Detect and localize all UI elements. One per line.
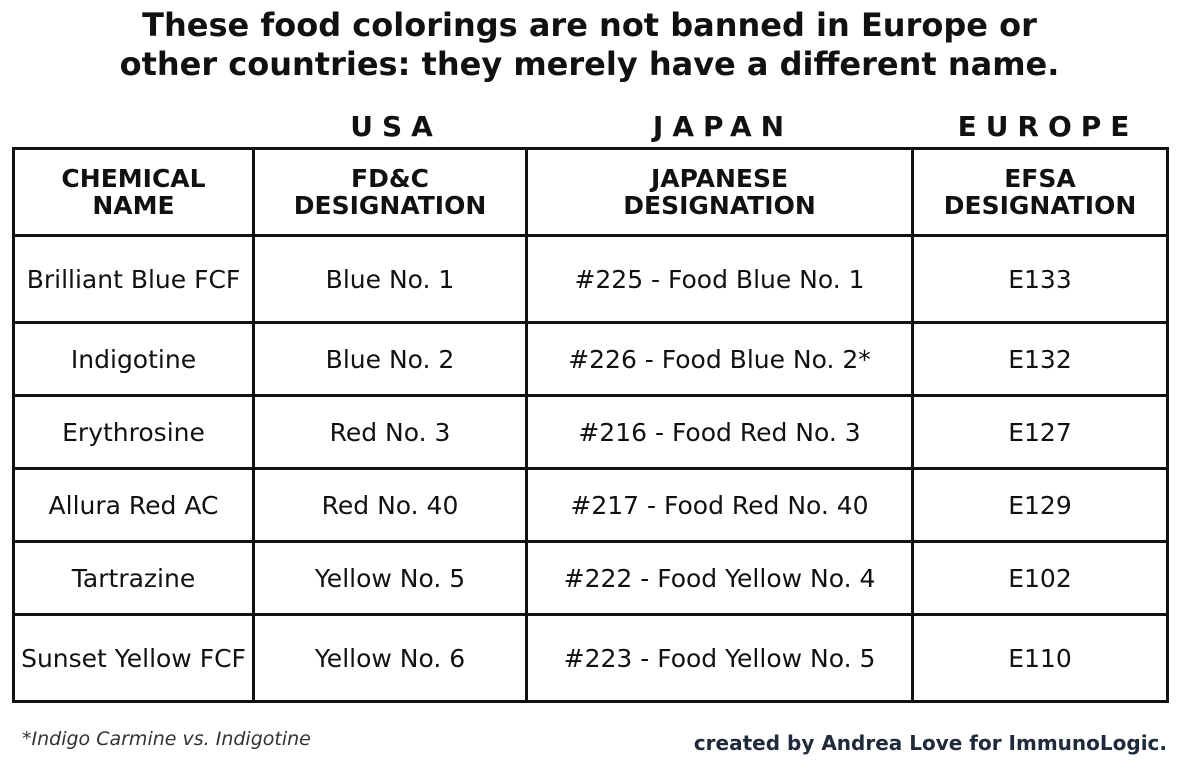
fdc-cell: Blue No. 2 [252, 321, 528, 397]
credit-line: created by Andrea Love for ImmunoLogic. [693, 731, 1167, 755]
fdc-cell: Yellow No. 5 [252, 540, 528, 616]
header-japanese-designation: JAPANESE DESIGNATION [525, 147, 914, 237]
fdc-cell: Blue No. 1 [252, 234, 528, 324]
efsa-cell: E110 [911, 613, 1169, 703]
header-fdc-designation: FD&C DESIGNATION [252, 147, 528, 237]
table-row: Sunset Yellow FCF Yellow No. 6 #223 - Fo… [12, 613, 1169, 703]
chemical-name-cell: Sunset Yellow FCF [12, 613, 255, 703]
title-line-1: These food colorings are not banned in E… [142, 6, 1037, 44]
fdc-cell: Red No. 40 [252, 467, 528, 543]
chemical-name-cell: Erythrosine [12, 394, 255, 470]
chemical-name-cell: Tartrazine [12, 540, 255, 616]
food-coloring-table: CHEMICAL NAME FD&C DESIGNATION JAPANESE … [12, 147, 1169, 703]
country-label-japan: JAPAN [652, 110, 794, 143]
chemical-name-cell: Indigotine [12, 321, 255, 397]
page-title: These food colorings are not banned in E… [0, 6, 1179, 84]
header-efsa-designation: EFSA DESIGNATION [911, 147, 1169, 237]
efsa-cell: E129 [911, 467, 1169, 543]
header-chemical-name: CHEMICAL NAME [12, 147, 255, 237]
table-row: Tartrazine Yellow No. 5 #222 - Food Yell… [12, 540, 1169, 616]
country-label-usa: USA [350, 110, 442, 143]
table-row: Brilliant Blue FCF Blue No. 1 #225 - Foo… [12, 234, 1169, 324]
efsa-cell: E133 [911, 234, 1169, 324]
table-row: Indigotine Blue No. 2 #226 - Food Blue N… [12, 321, 1169, 397]
title-line-2: other countries: they merely have a diff… [119, 45, 1060, 83]
table-header-row: CHEMICAL NAME FD&C DESIGNATION JAPANESE … [12, 147, 1169, 237]
fdc-cell: Yellow No. 6 [252, 613, 528, 703]
japanese-cell: #222 - Food Yellow No. 4 [525, 540, 914, 616]
chemical-name-cell: Brilliant Blue FCF [12, 234, 255, 324]
japanese-cell: #225 - Food Blue No. 1 [525, 234, 914, 324]
japanese-cell: #216 - Food Red No. 3 [525, 394, 914, 470]
japanese-cell: #223 - Food Yellow No. 5 [525, 613, 914, 703]
japanese-cell: #226 - Food Blue No. 2* [525, 321, 914, 397]
fdc-cell: Red No. 3 [252, 394, 528, 470]
country-label-europe: EUROPE [957, 110, 1139, 143]
table-row: Allura Red AC Red No. 40 #217 - Food Red… [12, 467, 1169, 543]
efsa-cell: E132 [911, 321, 1169, 397]
footnote: *Indigo Carmine vs. Indigotine [22, 728, 311, 750]
japanese-cell: #217 - Food Red No. 40 [525, 467, 914, 543]
table-row: Erythrosine Red No. 3 #216 - Food Red No… [12, 394, 1169, 470]
efsa-cell: E127 [911, 394, 1169, 470]
efsa-cell: E102 [911, 540, 1169, 616]
chemical-name-cell: Allura Red AC [12, 467, 255, 543]
